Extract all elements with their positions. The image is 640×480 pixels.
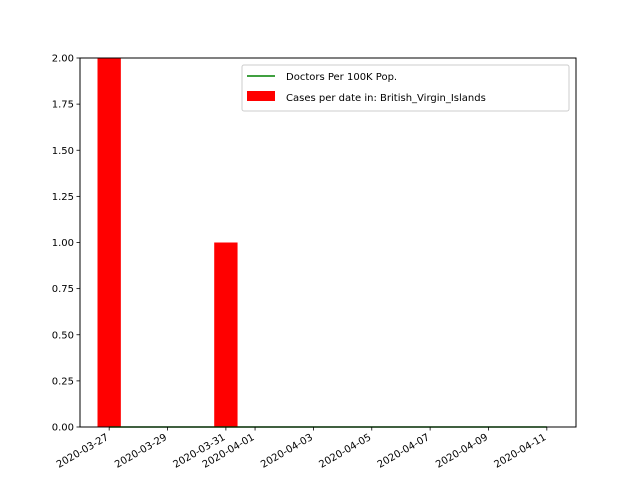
y-tick-label: 1.25 <box>52 192 74 203</box>
y-axis: 0.00 0.25 0.50 0.75 1.00 1.25 1.50 1.75 2.00 <box>52 54 80 434</box>
y-tick-label: 1.50 <box>52 146 74 157</box>
legend-bar-swatch <box>247 91 275 101</box>
x-tick-label: 2020-04-05 <box>317 432 373 471</box>
bar <box>97 58 121 427</box>
legend-bar-label: Cases per date in: British_Virgin_Island… <box>286 93 486 104</box>
y-tick-label: 2.00 <box>52 54 74 65</box>
bar <box>214 242 238 427</box>
legend-box <box>241 64 570 112</box>
y-tick-label: 0.75 <box>52 284 74 295</box>
y-tick-label: 1.75 <box>52 100 74 111</box>
x-tick-label: 2020-04-11 <box>492 432 548 471</box>
axes-frame <box>79 57 577 428</box>
x-axis: 2020-03-27 2020-03-29 2020-03-312020-04-01… <box>55 427 548 471</box>
legend: Doctors Per 100K Pop. Cases per date in:… <box>241 64 570 112</box>
x-tick-label: 2020-03-29 <box>113 432 169 471</box>
legend-line-label: Doctors Per 100K Pop. <box>286 72 397 83</box>
x-tick-label: 2020-04-03 <box>259 432 315 471</box>
x-tick-label: 2020-04-07 <box>376 432 432 471</box>
y-tick-label: 0.25 <box>52 376 74 387</box>
x-tick-label: 2020-04-09 <box>434 432 490 471</box>
y-tick-label: 0.00 <box>52 423 74 434</box>
x-tick-label: 2020-03-27 <box>55 432 111 471</box>
bars-layer <box>97 58 238 427</box>
y-tick-label: 0.50 <box>52 330 74 341</box>
y-tick-label: 1.00 <box>52 238 74 249</box>
